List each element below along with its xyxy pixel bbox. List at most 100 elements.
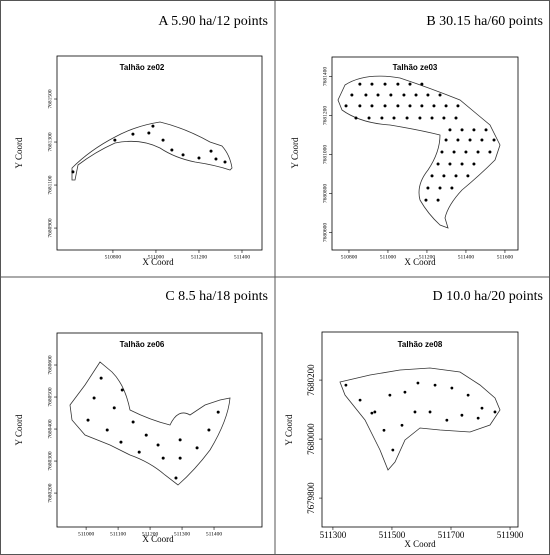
sample-point: [472, 162, 476, 166]
sample-point: [344, 383, 348, 387]
sample-point: [367, 116, 371, 120]
sample-point: [448, 128, 452, 132]
sample-point: [209, 149, 213, 153]
sample-point: [456, 138, 460, 142]
x-tick-label: 511700: [438, 530, 465, 540]
sample-point: [181, 153, 185, 157]
x-tick-label: 511100: [110, 531, 126, 537]
x-axis-label: X Coord: [404, 539, 436, 549]
sample-point: [420, 82, 424, 86]
sample-point: [420, 104, 424, 108]
sample-point: [492, 138, 496, 142]
plot-frame: [321, 331, 519, 528]
sample-point: [444, 138, 448, 142]
x-tick-label: 511000: [380, 254, 397, 260]
sample-point: [137, 450, 141, 454]
sample-point: [388, 393, 392, 397]
sample-point: [466, 174, 470, 178]
sample-point: [430, 116, 434, 120]
sample-point: [119, 440, 123, 444]
x-axis-label: X Coord: [142, 534, 174, 544]
sample-point: [344, 104, 348, 108]
sample-point: [413, 410, 417, 414]
sample-point: [430, 174, 434, 178]
sample-point: [414, 93, 418, 97]
plot-title: Talhão ze06: [120, 340, 165, 349]
sample-point: [464, 150, 468, 154]
x-tick-label: 510800: [105, 254, 122, 260]
sample-point: [207, 428, 211, 432]
sample-point: [426, 186, 430, 190]
y-tick-label: 7681400: [322, 67, 328, 87]
y-tick-label: 7681000: [322, 145, 328, 165]
sample-point: [448, 162, 452, 166]
sample-point: [488, 150, 492, 154]
sample-point: [376, 93, 380, 97]
sample-point: [442, 174, 446, 178]
sample-point: [493, 410, 497, 414]
field-boundary: [337, 75, 501, 229]
sample-point: [403, 390, 407, 394]
sample-point: [170, 148, 174, 152]
x-tick-label: 511400: [206, 531, 223, 537]
sample-point: [454, 116, 458, 120]
sample-point: [99, 376, 103, 380]
panel-label: B 30.15 ha/60 points: [426, 14, 543, 29]
sample-point: [380, 116, 384, 120]
sample-point: [223, 160, 227, 164]
sample-point: [131, 132, 135, 136]
field-boundary: [71, 121, 233, 181]
panel-label: A 5.90 ha/12 points: [158, 14, 268, 29]
x-tick-label: 511400: [458, 254, 475, 260]
plot-frame: [331, 56, 519, 251]
y-tick-label: 7681500: [47, 89, 53, 109]
sample-point: [195, 446, 199, 450]
sample-point: [161, 138, 165, 142]
sample-point: [438, 93, 442, 97]
sample-point: [383, 82, 387, 86]
sample-point: [440, 150, 444, 154]
x-tick-label: 511300: [174, 531, 191, 537]
plot-title: Talhão ze02: [120, 63, 165, 72]
y-tick-label: 7680200: [47, 483, 53, 503]
y-tick-label: 7680600: [322, 223, 328, 243]
sample-point: [105, 428, 109, 432]
sample-point: [370, 82, 374, 86]
sample-point: [445, 418, 449, 422]
sample-point: [400, 423, 404, 427]
y-tick-label: 7680000: [306, 423, 316, 455]
sample-point: [373, 410, 377, 414]
x-tick-label: 511900: [497, 530, 524, 540]
sample-point: [396, 82, 400, 86]
y-axis-label: Y Coord: [14, 414, 24, 445]
sample-point: [197, 156, 201, 160]
sample-point: [71, 170, 75, 174]
sample-point: [468, 138, 472, 142]
plot-title: Talhão ze03: [393, 63, 438, 72]
sample-point: [480, 406, 484, 410]
sample-point: [424, 198, 428, 202]
sample-point: [480, 138, 484, 142]
sample-point: [214, 157, 218, 161]
sample-point: [358, 104, 362, 108]
x-tick-label: 511000: [148, 254, 165, 260]
y-tick-label: 7680400: [47, 419, 53, 439]
x-tick-label: 511600: [497, 254, 514, 260]
x-tick-label: 511300: [320, 530, 347, 540]
y-axis-label: Y Coord: [290, 137, 300, 168]
sample-point: [391, 448, 395, 452]
sample-point: [460, 413, 464, 417]
sample-point: [131, 420, 135, 424]
sample-point: [147, 131, 151, 135]
sample-point: [383, 104, 387, 108]
sample-point: [364, 93, 368, 97]
sample-point: [392, 116, 396, 120]
sample-point: [466, 393, 470, 397]
sample-point: [428, 410, 432, 414]
sample-point: [456, 104, 460, 108]
sample-point: [452, 150, 456, 154]
sample-point: [178, 438, 182, 442]
x-axis-label: X Coord: [142, 257, 174, 267]
sample-point: [460, 162, 464, 166]
